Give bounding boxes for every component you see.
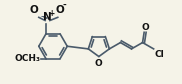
Text: O: O	[141, 23, 149, 32]
Text: O: O	[30, 5, 38, 15]
Text: O: O	[95, 59, 103, 68]
Text: OCH₃: OCH₃	[14, 54, 40, 63]
Text: -: -	[63, 1, 67, 10]
Text: N: N	[43, 12, 52, 22]
Text: +: +	[48, 9, 55, 18]
Text: O: O	[56, 5, 64, 15]
Text: Cl: Cl	[154, 50, 164, 59]
